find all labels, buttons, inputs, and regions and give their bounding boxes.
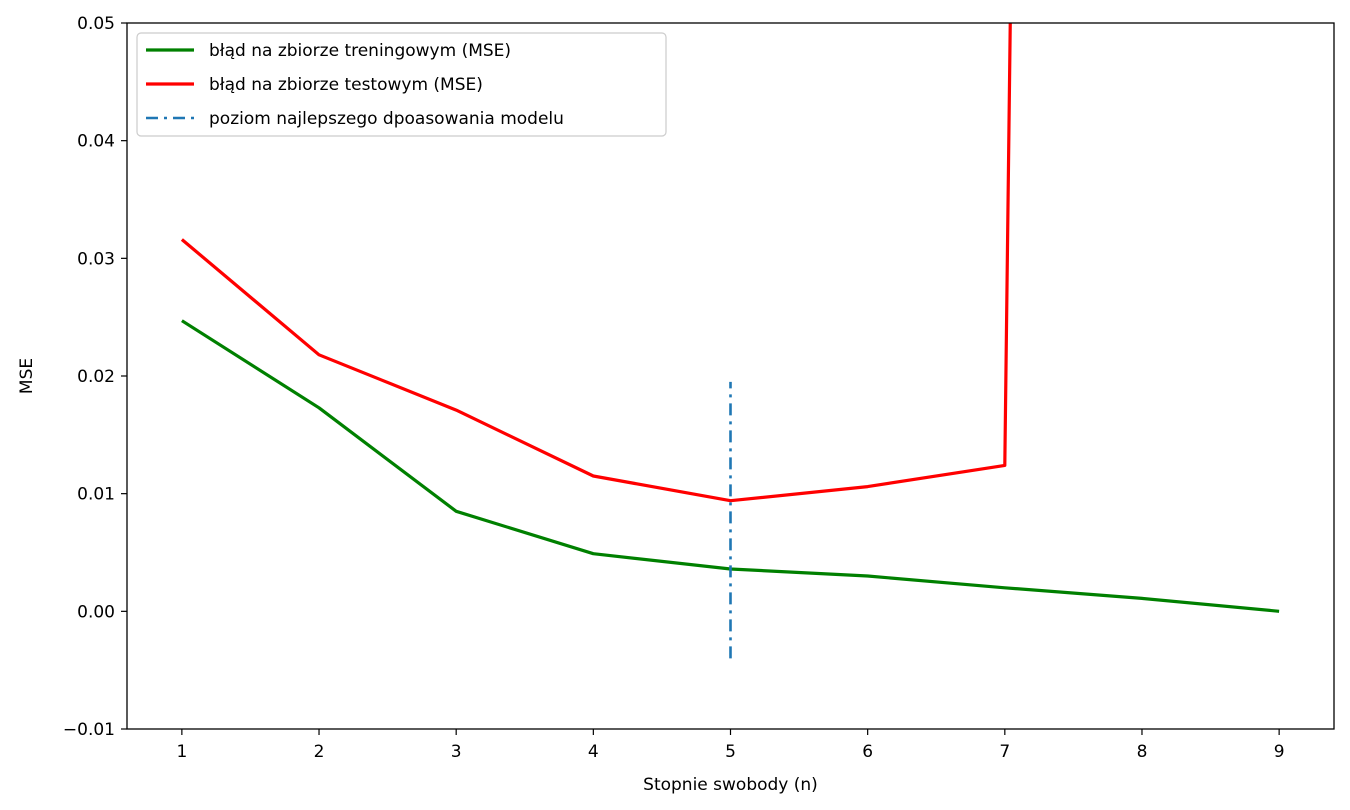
legend: błąd na zbiorze treningowym (MSE) błąd na… (136, 32, 667, 137)
x-tick-label: 1 (176, 742, 187, 762)
legend-label-3: poziom najlepszego dpoasowania modelu (209, 109, 564, 129)
x-tick-label: 5 (725, 742, 736, 762)
legend-box (136, 32, 667, 137)
y-tick-label: 0.05 (77, 14, 115, 34)
x-tick-label: 6 (862, 742, 873, 762)
y-tick-label: 0.03 (77, 249, 115, 269)
x-axis-label: Stopnie swobody (n) (643, 775, 818, 795)
plot-area (180, 23, 1280, 659)
axes-frame (126, 22, 1335, 730)
y-axis-label: MSE (17, 358, 37, 394)
x-tick-label: 2 (314, 742, 325, 762)
x-tick-label: 7 (999, 742, 1010, 762)
y-tick-label: 0.01 (77, 485, 115, 505)
legend-label-2: błąd na zbiorze testowym (MSE) (209, 75, 483, 95)
y-tick-label: −0.01 (63, 720, 115, 740)
x-tick-label: 8 (1137, 742, 1148, 762)
x-tick-label: 9 (1274, 742, 1285, 762)
legend-label-1: błąd na zbiorze treningowym (MSE) (209, 41, 511, 61)
x-tick-label: 4 (588, 742, 599, 762)
y-tick-label: 0.02 (77, 367, 115, 387)
y-tick-label: 0.04 (77, 132, 115, 152)
ticks-layer: 1 2 3 4 5 6 7 8 9 −0.01 0.00 0.01 0.02 0.03 0.04 0.05 (63, 14, 1285, 762)
series-line-2 (180, 23, 1012, 503)
x-tick-label: 3 (451, 742, 462, 762)
y-tick-label: 0.00 (77, 602, 115, 622)
